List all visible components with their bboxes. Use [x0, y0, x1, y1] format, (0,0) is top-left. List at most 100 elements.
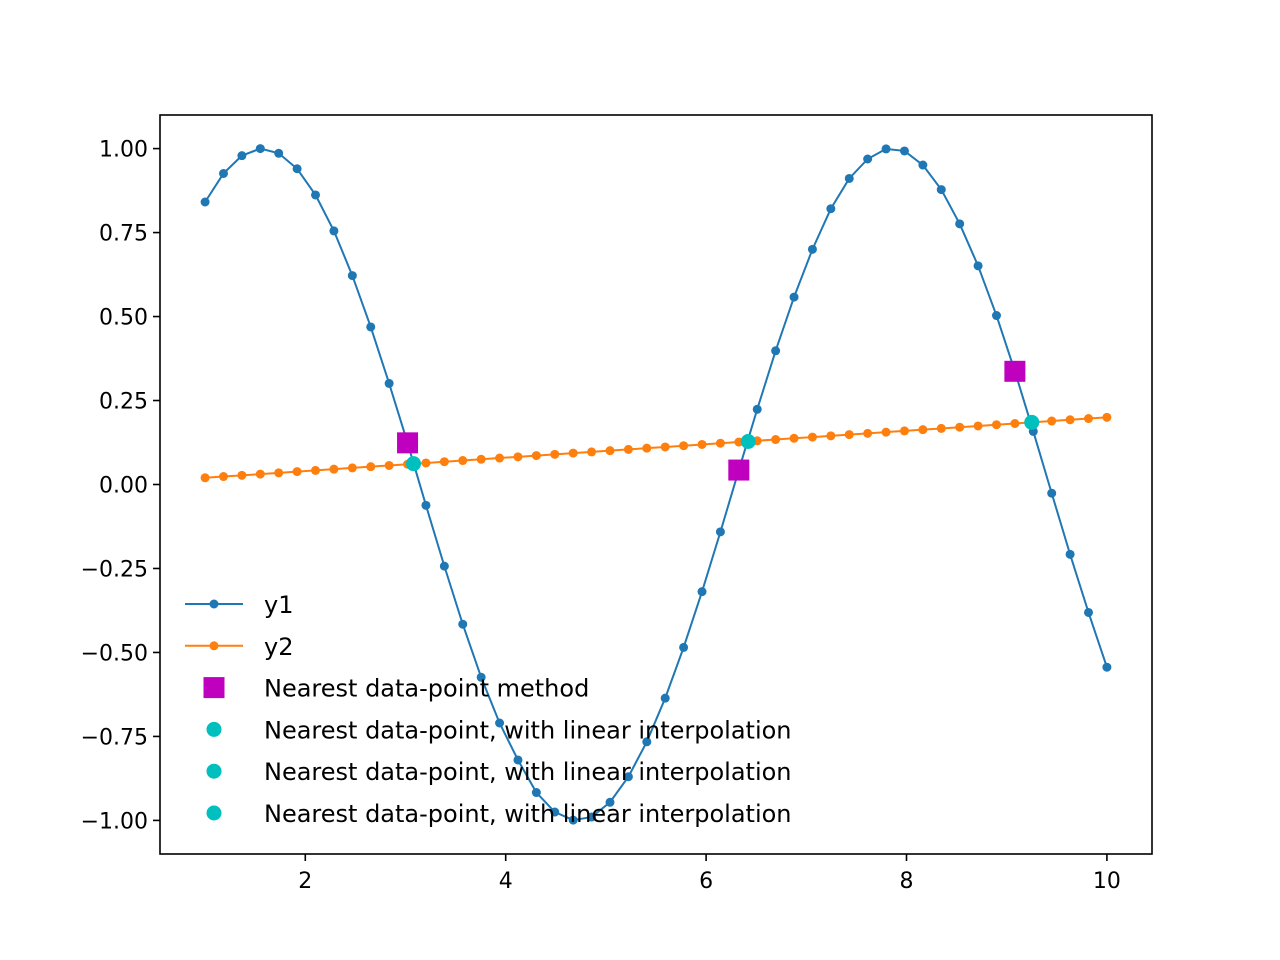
data-point-y1	[1047, 488, 1057, 498]
data-point-y2	[715, 438, 725, 448]
legend-swatch-circle	[206, 805, 222, 821]
y-tick-label: 0.75	[99, 222, 148, 247]
legend-label: y1	[264, 591, 293, 619]
x-tick-label: 8	[900, 869, 914, 894]
data-point-y2	[274, 468, 284, 478]
data-point-y2	[1102, 412, 1112, 422]
data-point-y2	[844, 430, 854, 440]
data-point-y2	[863, 428, 873, 438]
data-point-y1	[899, 146, 909, 156]
data-point-y2	[991, 420, 1001, 430]
data-point-y2	[366, 462, 376, 472]
data-point-y1	[347, 271, 357, 281]
data-point-y2	[568, 448, 578, 458]
legend-label: Nearest data-point, with linear interpol…	[264, 716, 792, 744]
data-point-y1	[513, 755, 523, 765]
data-point-y1	[991, 311, 1001, 321]
legend-swatch-point	[209, 599, 219, 609]
legend-swatch-circle	[206, 763, 222, 779]
data-point-y2	[421, 458, 431, 468]
legend-entry-nearest-data-point-with-linear-interpolation: Nearest data-point, with linear interpol…	[206, 758, 792, 786]
data-point-y2	[955, 422, 965, 432]
data-point-y1	[826, 204, 836, 214]
y-tick-label: −1.00	[81, 809, 148, 834]
legend-label: Nearest data-point, with linear interpol…	[264, 800, 792, 828]
data-point-y1	[605, 797, 615, 807]
data-point-y1	[1084, 607, 1094, 617]
data-point-y1	[200, 197, 210, 207]
data-point-y1	[237, 151, 247, 161]
data-point-y1	[476, 672, 486, 682]
data-point-y2	[697, 439, 707, 449]
legend-label: Nearest data-point, with linear interpol…	[264, 758, 792, 786]
y-tick-label: 0.00	[99, 474, 148, 499]
x-tick-label: 10	[1093, 869, 1121, 894]
data-point-y2	[642, 443, 652, 453]
y-tick-label: 0.50	[99, 306, 148, 331]
data-point-y1	[568, 815, 578, 825]
data-point-y2	[807, 432, 817, 442]
data-point-y1	[458, 619, 468, 629]
data-point-y1	[660, 693, 670, 703]
data-point-y2	[826, 431, 836, 441]
y-tick-label: 0.25	[99, 390, 148, 415]
data-point-y1	[311, 190, 321, 200]
data-point-y2	[973, 421, 983, 431]
interpolated-point-marker	[1024, 414, 1040, 430]
data-point-y1	[1065, 549, 1075, 559]
data-point-y2	[605, 446, 615, 456]
data-point-y1	[495, 718, 505, 728]
data-point-y2	[439, 457, 449, 467]
data-point-y1	[329, 226, 339, 236]
data-point-y2	[347, 463, 357, 473]
y-tick-label: 1.00	[99, 138, 148, 163]
data-point-y2	[936, 423, 946, 433]
marker-layer	[397, 360, 1040, 481]
data-point-y2	[292, 467, 302, 477]
data-point-y1	[955, 219, 965, 229]
data-point-y1	[384, 378, 394, 388]
data-point-y1	[918, 160, 928, 170]
legend-swatch-point	[209, 641, 219, 651]
data-point-y1	[936, 185, 946, 195]
data-point-y2	[550, 449, 560, 459]
legend-label: Nearest data-point method	[264, 675, 589, 703]
data-point-y2	[1010, 418, 1020, 428]
data-point-y2	[531, 451, 541, 461]
data-point-y2	[623, 444, 633, 454]
data-point-y1	[218, 168, 228, 178]
x-tick-label: 4	[499, 869, 513, 894]
data-point-y2	[495, 453, 505, 463]
series-line-y1	[204, 147, 1108, 822]
data-point-y2	[881, 427, 891, 437]
legend-entry-nearest-data-point-method: Nearest data-point method	[203, 675, 589, 703]
data-point-y1	[421, 500, 431, 510]
data-point-y2	[771, 435, 781, 445]
legend-entry-y2: y2	[185, 633, 293, 661]
data-point-y2	[329, 464, 339, 474]
data-point-y2	[660, 442, 670, 452]
x-tick-label: 6	[699, 869, 713, 894]
legend-label: y2	[264, 633, 293, 661]
data-point-y2	[1065, 415, 1075, 425]
data-point-y2	[200, 473, 210, 483]
data-point-y1	[1102, 662, 1112, 672]
legend-swatch-square	[203, 677, 225, 699]
data-point-y1	[623, 772, 633, 782]
data-point-y1	[255, 144, 265, 154]
legend-entry-nearest-data-point-with-linear-interpolation: Nearest data-point, with linear interpol…	[206, 800, 792, 828]
data-point-y1	[789, 292, 799, 302]
data-point-y2	[1084, 414, 1094, 424]
data-point-y1	[550, 807, 560, 817]
nearest-point-marker	[397, 432, 419, 454]
data-point-y2	[255, 469, 265, 479]
y-tick-label: −0.25	[81, 557, 148, 582]
data-point-y2	[679, 441, 689, 451]
data-point-y2	[513, 452, 523, 462]
data-point-y2	[237, 470, 247, 480]
data-point-y1	[292, 164, 302, 174]
legend-entry-y1: y1	[185, 591, 293, 619]
data-point-y1	[697, 587, 707, 597]
